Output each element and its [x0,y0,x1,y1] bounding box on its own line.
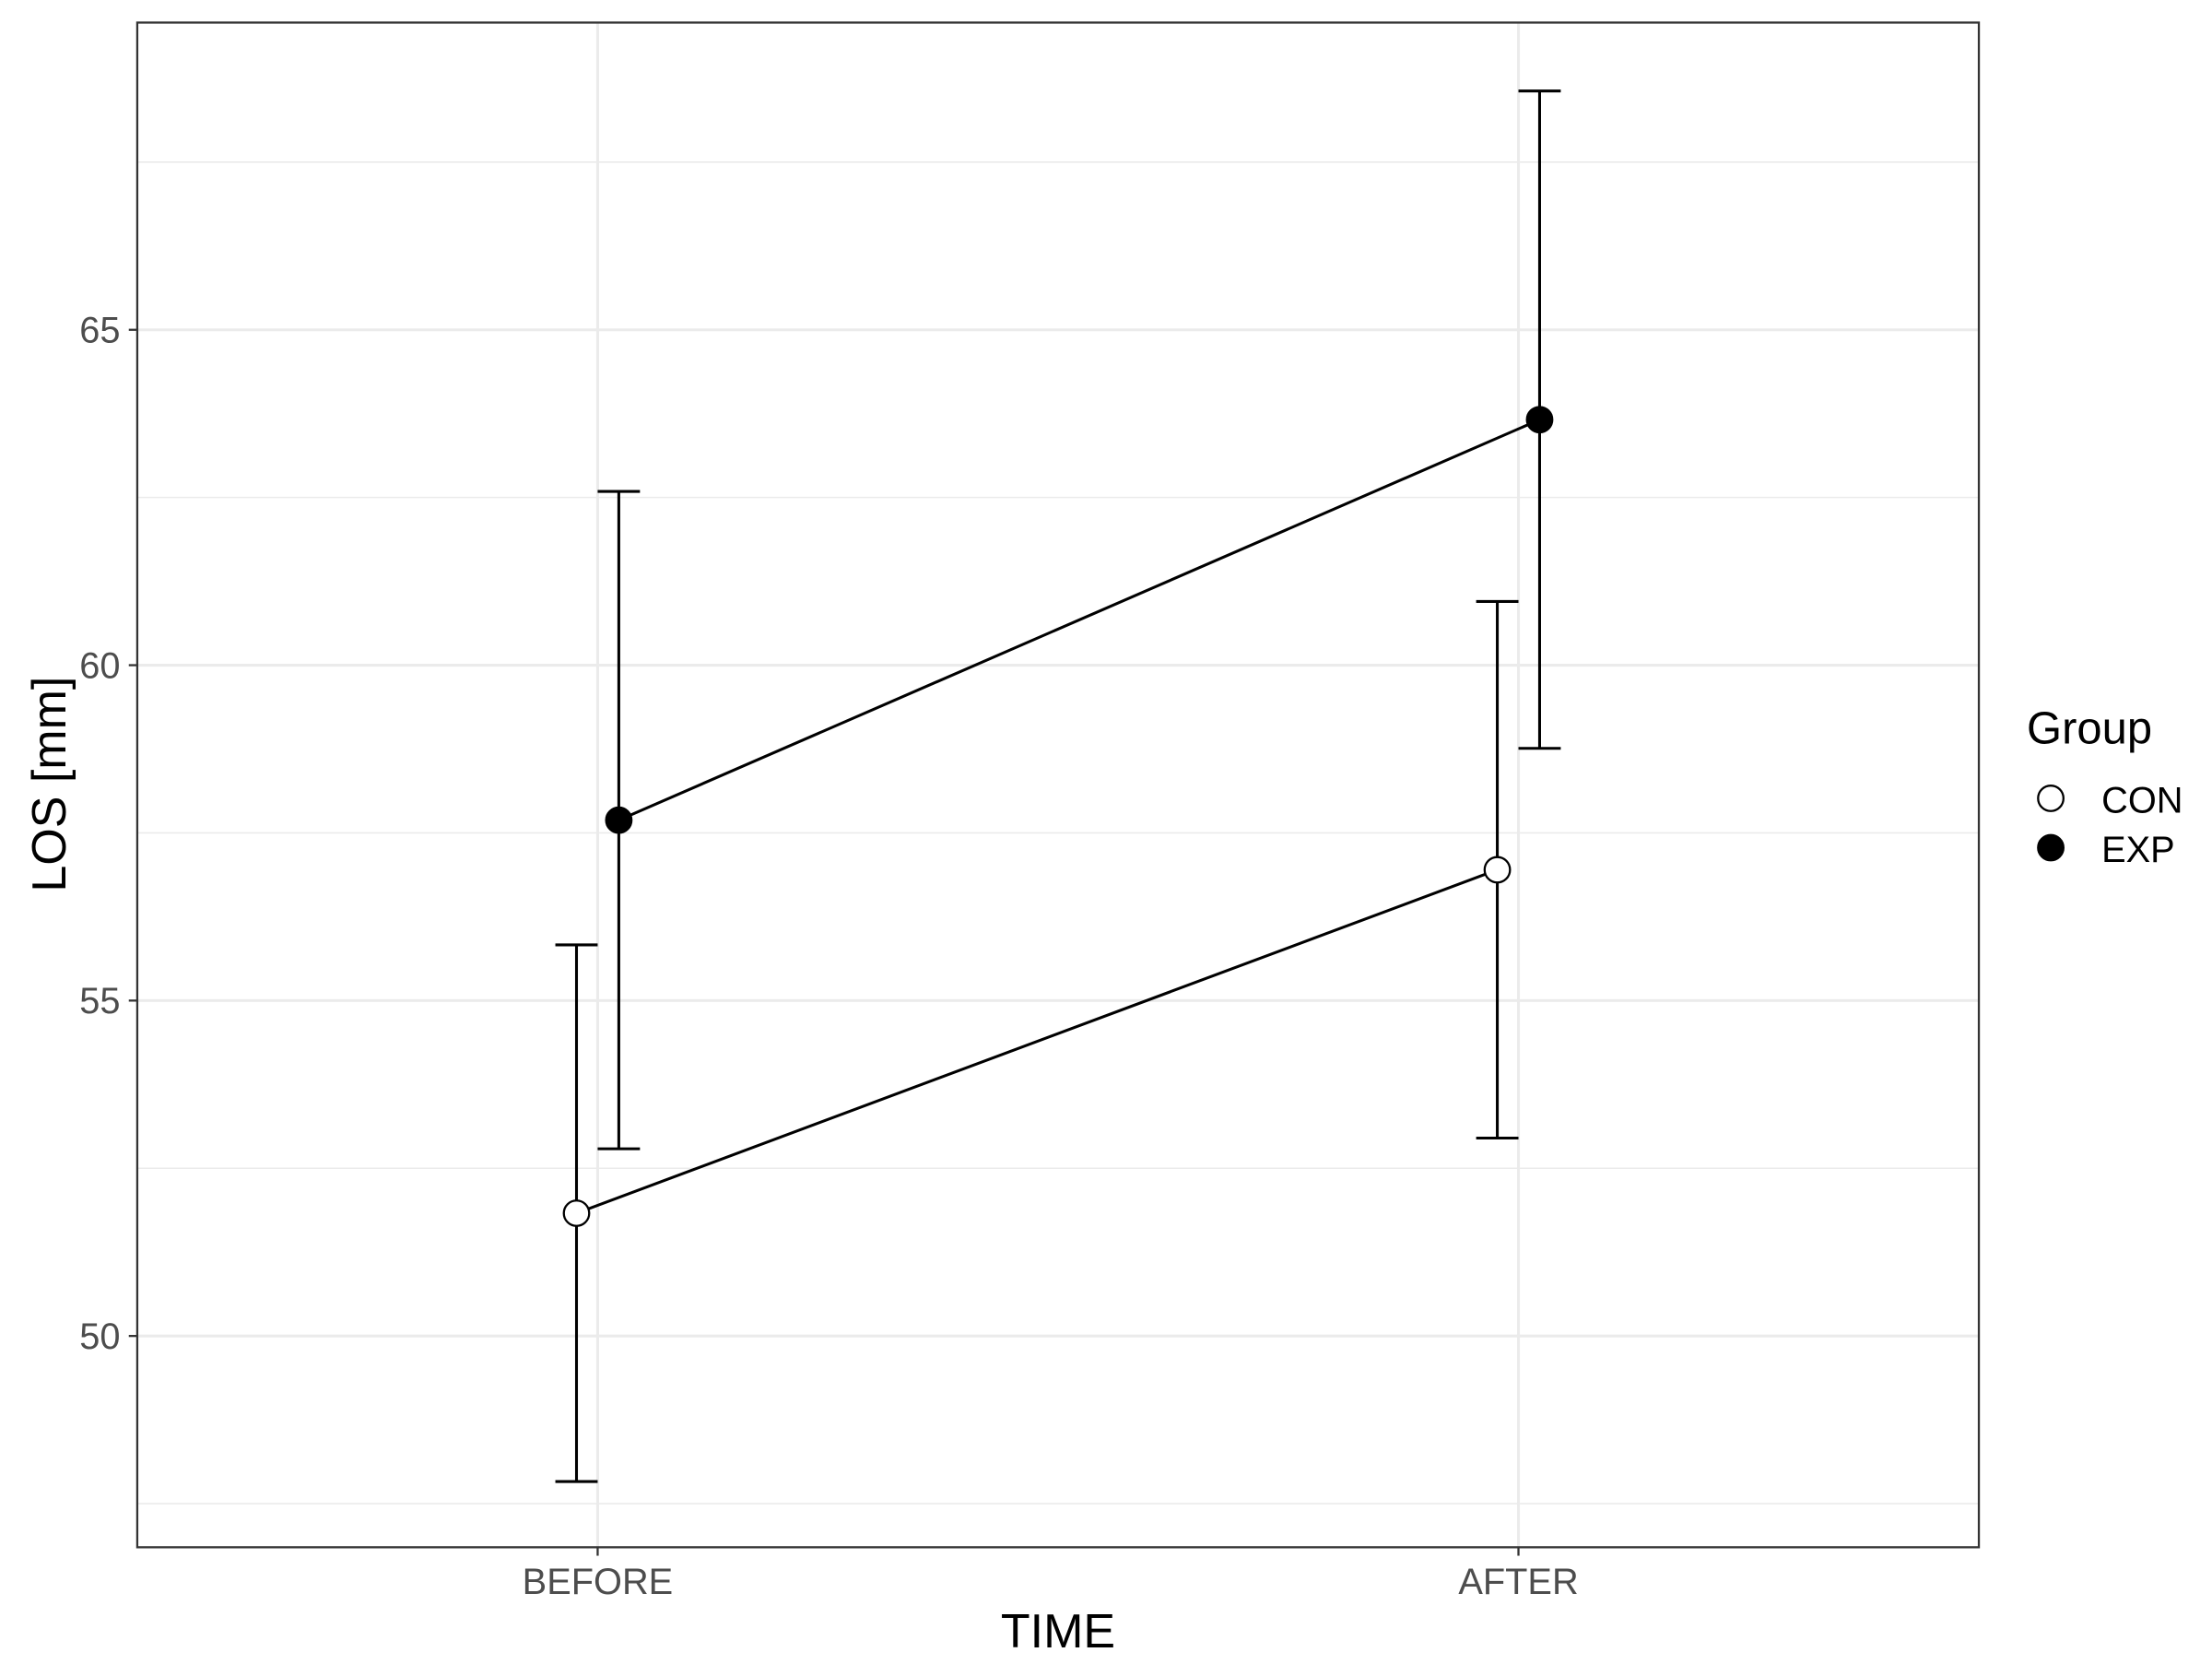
legend-marker [2037,785,2065,812]
y-axis-title: LOS [mm] [23,677,76,892]
x-tick-label: AFTER [1458,1562,1578,1602]
point [1525,406,1554,434]
point [605,806,633,834]
y-tick-label: 60 [79,645,120,686]
legend-title: Group [2027,703,2152,753]
point [1483,856,1512,884]
series-line [618,418,1541,822]
plot-border [135,21,1981,1549]
y-tick-label: 55 [79,981,120,1021]
x-tick-label: BEFORE [523,1562,674,1602]
series-line [575,868,1499,1215]
legend-label: EXP [2101,830,2175,870]
y-tick-label: 50 [79,1316,120,1357]
x-axis-title: TIME [1001,1605,1115,1658]
legend-marker [2037,833,2065,862]
legend-label: CON [2101,780,2183,820]
y-tick-label: 65 [79,310,120,350]
point [562,1199,591,1227]
